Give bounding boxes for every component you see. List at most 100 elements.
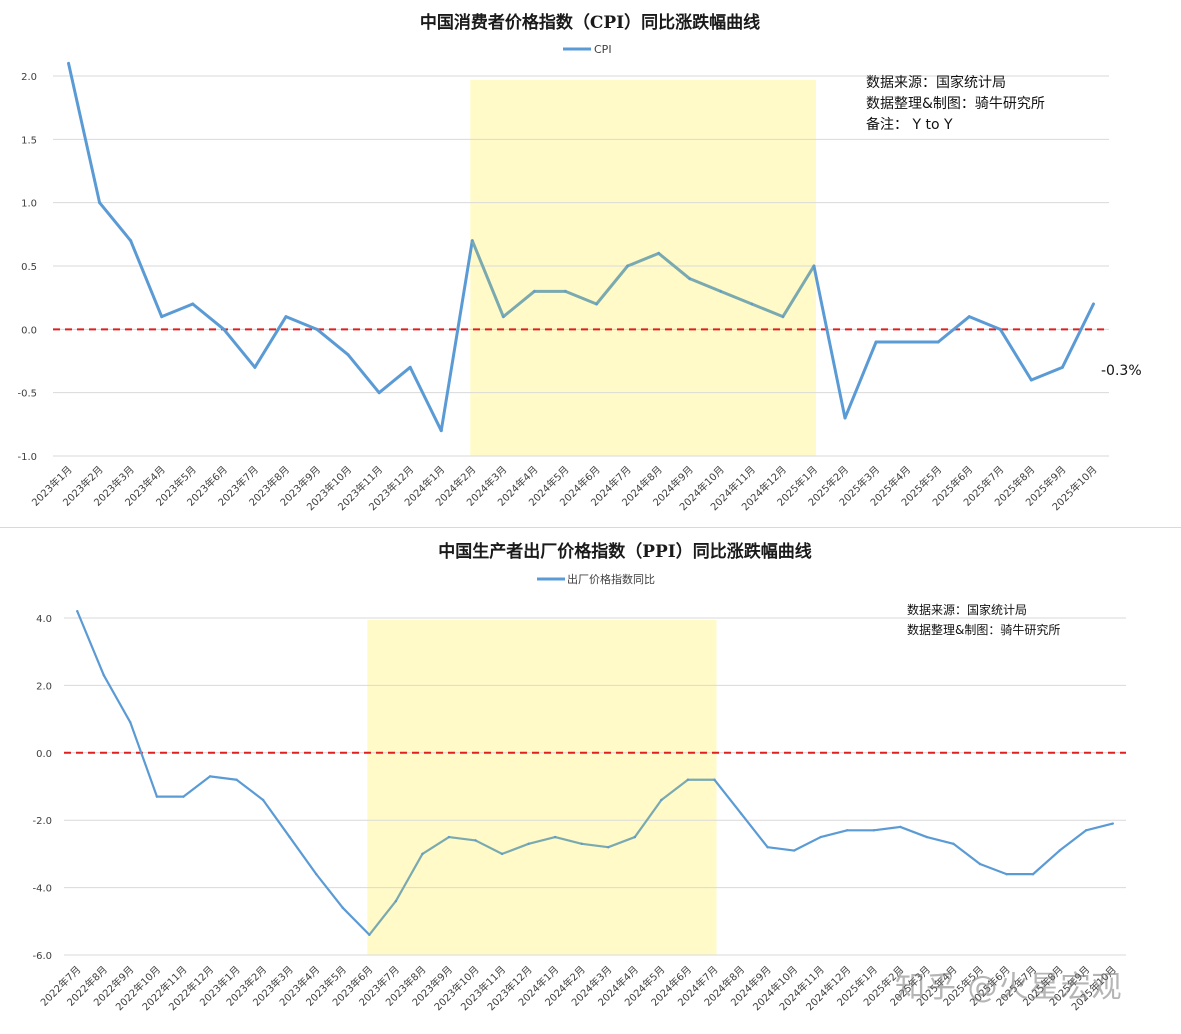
cpi-line-segment bbox=[346, 353, 381, 395]
cpi-line-segment bbox=[315, 327, 350, 357]
cpi-data-point bbox=[408, 366, 412, 369]
cpi-line-segment bbox=[1060, 302, 1095, 369]
cpi-data-point bbox=[1061, 366, 1064, 369]
ppi-data-point bbox=[394, 899, 398, 903]
cpi-data-point bbox=[595, 302, 598, 306]
cpi-y-tick-label: 0.5 bbox=[21, 262, 37, 273]
cpi-line-segment bbox=[563, 289, 599, 306]
cpi-y-tick-label: -1.0 bbox=[17, 452, 37, 463]
ppi-line-segment bbox=[633, 798, 663, 839]
cpi-line-segment bbox=[98, 201, 133, 243]
ppi-data-point bbox=[474, 839, 477, 842]
ppi-line-segment bbox=[872, 825, 902, 832]
ppi-note-source: 数据来源：国家统计局 bbox=[907, 602, 1027, 617]
ppi-data-point bbox=[846, 829, 849, 832]
watermark: 知乎 @火星宏观 bbox=[895, 970, 1123, 1005]
cpi-line-segment bbox=[967, 315, 1002, 331]
cpi-line-segment bbox=[67, 61, 102, 205]
cpi-data-point bbox=[999, 328, 1002, 331]
cpi-highlight-band bbox=[470, 80, 816, 456]
cpi-line-segment bbox=[284, 315, 319, 331]
cpi-line-segment bbox=[1029, 365, 1064, 382]
cpi-chart-panel: 中国消费者价格指数（CPI）同比涨跌幅曲线 CPI 2.0 1.5 1.0 0.5 0.… bbox=[17, 12, 1142, 513]
ppi-chart: 中国生产者出厂价格指数（PPI）同比涨跌幅曲线 出厂价格指数同比 4.0 2.0 0… bbox=[32, 541, 1126, 1013]
ppi-line-segment bbox=[500, 842, 530, 855]
cpi-y-tick-label: 0.0 bbox=[21, 325, 37, 336]
cpi-line-segment bbox=[222, 327, 257, 369]
cpi-line-segment bbox=[781, 264, 816, 319]
cpi-data-point bbox=[564, 290, 567, 293]
ppi-line-segment bbox=[1058, 829, 1088, 852]
cpi-line-segment bbox=[253, 315, 288, 369]
cpi-y-tick-label: -0.5 bbox=[17, 389, 37, 400]
ppi-legend: 出厂价格指数同比 bbox=[537, 572, 655, 586]
ppi-data-point bbox=[261, 798, 265, 802]
cpi-line-segment bbox=[626, 251, 661, 268]
cpi-data-point bbox=[626, 264, 629, 268]
cpi-y-tick-label: 2.0 bbox=[21, 72, 37, 83]
cpi-line-segment bbox=[688, 277, 723, 293]
cpi-data-point bbox=[67, 62, 70, 65]
ppi-data-point bbox=[527, 842, 530, 845]
cpi-data-point bbox=[750, 302, 754, 306]
cpi-line-segment bbox=[719, 289, 754, 306]
ppi-data-point bbox=[155, 795, 159, 798]
ppi-data-point bbox=[607, 845, 610, 849]
ppi-line-segment bbox=[978, 862, 1008, 876]
cpi-note-author: 数据整理&制图：骑牛研究所 bbox=[866, 96, 1045, 112]
ppi-data-point bbox=[1058, 849, 1061, 852]
ppi-data-point bbox=[76, 610, 79, 613]
ppi-y-tick-label: 4.0 bbox=[36, 614, 52, 625]
ppi-line-segment bbox=[607, 835, 636, 849]
ppi-data-point bbox=[315, 872, 318, 876]
ppi-data-point bbox=[899, 825, 902, 829]
cpi-line-segment bbox=[936, 315, 971, 344]
cpi-data-point bbox=[781, 315, 785, 318]
cpi-line-segment bbox=[439, 239, 474, 433]
ppi-data-point bbox=[1084, 829, 1088, 832]
cpi-data-point bbox=[284, 315, 288, 318]
ppi-line-segment bbox=[713, 778, 743, 815]
cpi-note-source: 数据来源：国家统计局 bbox=[866, 74, 1006, 91]
cpi-data-point bbox=[191, 302, 194, 306]
cpi-line-segment bbox=[377, 365, 412, 395]
ppi-plot-area: 4.02.00.0-2.0-4.0-6.02022年7月2022年8月2022年… bbox=[32, 610, 1126, 1013]
ppi-data-point bbox=[1005, 872, 1008, 876]
cpi-line-segment bbox=[501, 289, 536, 319]
ppi-y-tick-label: -4.0 bbox=[32, 884, 52, 895]
cpi-y-tick-label: 1.5 bbox=[21, 135, 37, 146]
cpi-line-segment bbox=[657, 251, 692, 281]
ppi-line-segment bbox=[102, 674, 132, 724]
ppi-line-segment bbox=[474, 839, 504, 855]
ppi-y-tick-label: 2.0 bbox=[36, 681, 52, 692]
cpi-line-segment bbox=[843, 340, 878, 420]
ppi-data-point bbox=[978, 862, 982, 866]
ppi-line-segment bbox=[421, 835, 451, 855]
ppi-line-segment bbox=[793, 835, 822, 852]
cpi-data-point bbox=[315, 328, 319, 331]
ppi-data-point bbox=[952, 842, 955, 845]
ppi-data-point bbox=[766, 845, 769, 849]
ppi-line-segment bbox=[952, 842, 982, 866]
cpi-data-point bbox=[657, 252, 660, 255]
ppi-data-point bbox=[368, 933, 371, 936]
cpi-data-point bbox=[377, 391, 381, 394]
cpi-line-segment bbox=[408, 365, 443, 433]
cpi-data-point bbox=[533, 290, 536, 293]
ppi-data-point bbox=[713, 778, 716, 781]
ppi-line-segment bbox=[899, 825, 928, 839]
ppi-line-segment bbox=[315, 873, 344, 909]
ppi-data-point bbox=[182, 795, 185, 798]
cpi-data-point bbox=[129, 239, 132, 242]
ppi-line-segment bbox=[527, 835, 557, 845]
ppi-line-segment bbox=[341, 906, 371, 936]
ppi-y-tick-label: 0.0 bbox=[36, 749, 52, 760]
cpi-data-point bbox=[160, 315, 163, 318]
ppi-line-segment bbox=[739, 812, 769, 849]
ppi-data-point bbox=[288, 835, 291, 839]
ppi-y-tick-label: -6.0 bbox=[32, 951, 52, 962]
ppi-line-segment bbox=[925, 835, 955, 845]
cpi-annotation: -0.3% bbox=[1101, 363, 1142, 379]
ppi-chart-panel: 中国生产者出厂价格指数（PPI）同比涨跌幅曲线 出厂价格指数同比 4.0 2.0 0… bbox=[0, 528, 1181, 1034]
cpi-data-point bbox=[1092, 302, 1095, 306]
